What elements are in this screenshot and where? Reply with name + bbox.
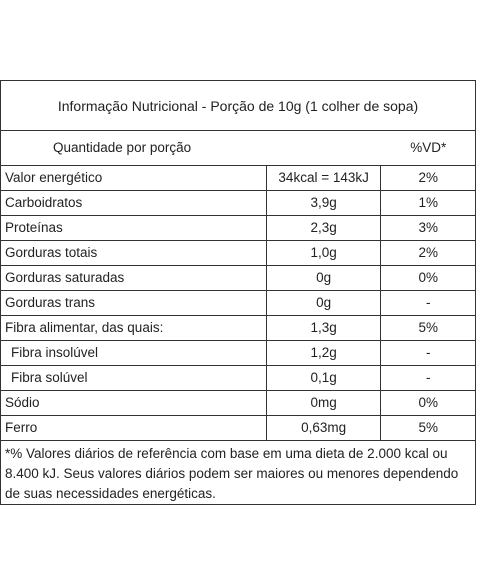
nutrient-label: Fibra insolúvel: [1, 341, 267, 365]
nutrient-label: Sódio: [1, 391, 267, 415]
nutrient-quantity: 0,63mg: [267, 416, 382, 440]
footnote: *% Valores diários de referência com bas…: [5, 446, 459, 501]
nutrient-quantity: 1,3g: [267, 316, 382, 340]
header-spacer: [267, 131, 381, 165]
nutrient-label: Fibra solúvel: [1, 366, 267, 390]
nutrient-quantity: 1,2g: [267, 341, 382, 365]
vd-header: %VD*: [410, 140, 447, 155]
table-row: Ferro 0,63mg 5%: [1, 416, 475, 441]
nutrient-quantity: 3,9g: [267, 191, 382, 215]
nutrient-label: Proteínas: [1, 216, 267, 240]
table-row: Valor energético 34kcal = 143kJ 2%: [1, 166, 475, 191]
nutrition-facts-table: Informação Nutricional - Porção de 10g (…: [0, 80, 476, 505]
table-row: Fibra alimentar, das quais: 1,3g 5%: [1, 316, 475, 341]
nutrient-vd: 5%: [418, 420, 438, 435]
nutrient-label: Valor energético: [1, 166, 267, 190]
nutrient-vd: 0%: [418, 395, 438, 410]
table-row: Carboidratos 3,9g 1%: [1, 191, 475, 216]
nutrient-label: Gorduras trans: [1, 291, 267, 315]
nutrient-quantity: 34kcal = 143kJ: [267, 166, 382, 190]
nutrient-vd: 0%: [418, 270, 438, 285]
nutrient-vd: 2%: [418, 170, 438, 185]
nutrient-quantity: 2,3g: [267, 216, 382, 240]
nutrient-label: Gorduras totais: [1, 241, 267, 265]
table-row: Gorduras trans 0g -: [1, 291, 475, 316]
table-row: Fibra solúvel 0,1g -: [1, 366, 475, 391]
table-row: Sódio 0mg 0%: [1, 391, 475, 416]
nutrient-vd: -: [425, 370, 431, 385]
nutrient-quantity: 0mg: [267, 391, 382, 415]
nutrient-quantity: 0g: [267, 291, 382, 315]
table-row: Gorduras totais 1,0g 2%: [1, 241, 475, 266]
nutrient-label: Gorduras saturadas: [1, 266, 267, 290]
nutrient-quantity: 0g: [267, 266, 382, 290]
quantity-header: Quantidade por porção: [53, 140, 192, 155]
nutrient-quantity: 1,0g: [267, 241, 382, 265]
nutrient-vd: -: [425, 345, 431, 360]
nutrient-label: Fibra alimentar, das quais:: [1, 316, 267, 340]
nutrient-quantity: 0,1g: [267, 366, 382, 390]
table-row: Gorduras saturadas 0g 0%: [1, 266, 475, 291]
nutrient-vd: 1%: [418, 195, 438, 210]
table-header: Quantidade por porção %VD*: [1, 131, 475, 166]
nutrient-vd: 2%: [418, 245, 438, 260]
table-row: Fibra insolúvel 1,2g -: [1, 341, 475, 366]
nutrient-vd: -: [425, 295, 431, 310]
table-title: Informação Nutricional - Porção de 10g (…: [1, 81, 475, 131]
table-row: Proteínas 2,3g 3%: [1, 216, 475, 241]
nutrient-label: Carboidratos: [1, 191, 267, 215]
nutrient-label: Ferro: [1, 416, 267, 440]
nutrient-vd: 3%: [418, 220, 438, 235]
nutrient-vd: 5%: [418, 320, 438, 335]
